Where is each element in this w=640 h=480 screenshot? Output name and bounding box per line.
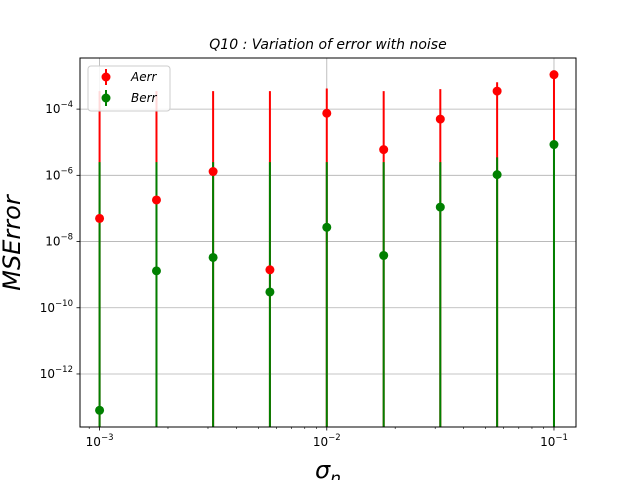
x-tick-label: 10−3 bbox=[86, 433, 114, 449]
legend-marker-berr bbox=[101, 93, 111, 103]
y-tick-label: 10−10 bbox=[40, 299, 73, 315]
point-aerr bbox=[208, 167, 218, 177]
y-tick-label: 10−12 bbox=[40, 365, 73, 381]
point-berr bbox=[379, 250, 389, 260]
point-aerr bbox=[492, 86, 502, 96]
point-berr bbox=[265, 287, 275, 297]
point-aerr bbox=[151, 195, 161, 205]
point-berr bbox=[435, 202, 445, 212]
x-tick-label: 10−2 bbox=[313, 433, 341, 449]
y-axis-label: MSError bbox=[0, 193, 26, 291]
point-berr bbox=[151, 266, 161, 276]
plot-area bbox=[80, 58, 576, 427]
point-aerr bbox=[322, 108, 332, 118]
legend-label-aerr: Aerr bbox=[130, 70, 158, 84]
point-aerr bbox=[95, 213, 105, 223]
point-berr bbox=[549, 140, 559, 150]
point-berr bbox=[95, 405, 105, 415]
point-aerr bbox=[265, 265, 275, 275]
plot-frame bbox=[79, 57, 577, 428]
legend: Aerr Berr bbox=[87, 65, 171, 112]
point-berr bbox=[208, 252, 218, 262]
legend-label-berr: Berr bbox=[131, 91, 158, 105]
x-tick-label: 10−1 bbox=[540, 433, 568, 449]
axis-ticks: 10−3 10−2 10−1 10−12 10−10 10−8 10−6 10−4 bbox=[40, 100, 568, 449]
point-aerr bbox=[435, 114, 445, 124]
legend-marker-aerr bbox=[101, 72, 111, 82]
y-axis-label-text: MSError bbox=[0, 193, 26, 291]
chart-title: Q10 : Variation of error with noise bbox=[209, 37, 446, 53]
y-tick-label: 10−6 bbox=[45, 166, 73, 182]
legend-box bbox=[87, 65, 171, 112]
point-berr bbox=[492, 170, 502, 180]
y-tick-label: 10−8 bbox=[45, 233, 73, 249]
y-tick-label: 10−4 bbox=[45, 100, 73, 116]
point-aerr bbox=[549, 70, 559, 80]
point-aerr bbox=[379, 145, 389, 155]
x-axis-label-text: σn bbox=[315, 456, 341, 480]
x-axis-label: σn bbox=[315, 456, 341, 480]
data-points bbox=[95, 70, 559, 415]
point-berr bbox=[322, 222, 332, 232]
